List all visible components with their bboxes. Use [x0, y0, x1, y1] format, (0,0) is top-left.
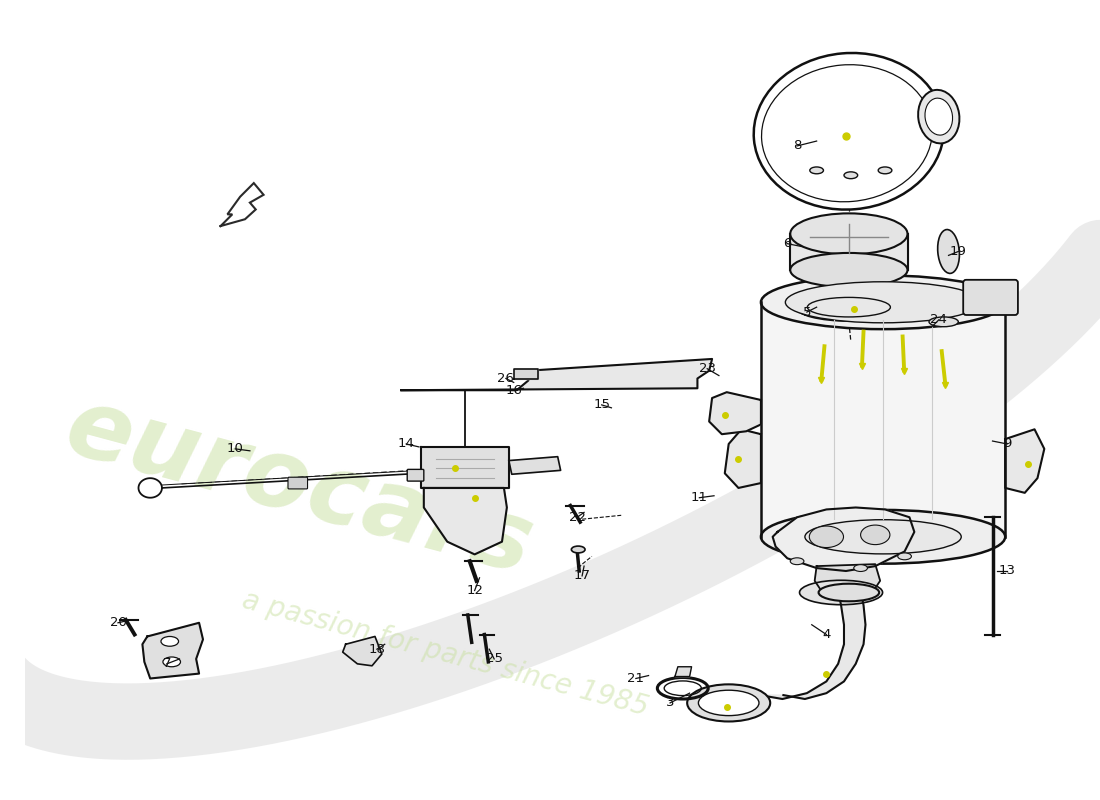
Polygon shape: [221, 183, 264, 226]
Text: eurocars: eurocars: [55, 381, 542, 595]
Polygon shape: [402, 359, 712, 390]
Ellipse shape: [925, 98, 953, 135]
Ellipse shape: [810, 526, 844, 547]
Ellipse shape: [796, 294, 902, 321]
Ellipse shape: [790, 558, 804, 565]
Text: 7: 7: [163, 658, 172, 670]
Polygon shape: [761, 302, 1005, 537]
Polygon shape: [790, 234, 908, 270]
Text: 24: 24: [931, 314, 947, 326]
Text: 11: 11: [691, 491, 708, 504]
Polygon shape: [142, 622, 204, 678]
Text: 8: 8: [793, 139, 801, 153]
FancyBboxPatch shape: [964, 280, 1018, 315]
Text: 3: 3: [666, 697, 674, 710]
Text: a passion for parts since 1985: a passion for parts since 1985: [239, 586, 651, 722]
Text: 21: 21: [627, 672, 645, 685]
Polygon shape: [1005, 430, 1044, 493]
Text: 25: 25: [486, 653, 503, 666]
Ellipse shape: [161, 637, 178, 646]
Ellipse shape: [754, 53, 944, 210]
Polygon shape: [725, 430, 761, 488]
Ellipse shape: [761, 275, 1005, 329]
Text: 4: 4: [822, 628, 830, 641]
Text: 15: 15: [593, 398, 611, 411]
Ellipse shape: [937, 230, 959, 274]
Ellipse shape: [818, 584, 879, 602]
Text: 26: 26: [497, 372, 515, 385]
Text: 17: 17: [573, 570, 591, 582]
Ellipse shape: [844, 172, 858, 178]
Text: 20: 20: [110, 616, 126, 630]
Polygon shape: [421, 447, 509, 488]
Polygon shape: [509, 457, 561, 474]
FancyBboxPatch shape: [288, 477, 308, 489]
Ellipse shape: [807, 298, 890, 317]
Text: 6: 6: [783, 237, 792, 250]
Text: 5: 5: [803, 306, 811, 318]
Ellipse shape: [698, 690, 759, 716]
Text: 23: 23: [698, 362, 716, 375]
Polygon shape: [424, 488, 507, 554]
Ellipse shape: [790, 253, 908, 287]
Text: 13: 13: [999, 565, 1015, 578]
Ellipse shape: [860, 525, 890, 545]
Ellipse shape: [790, 214, 908, 254]
Text: 12: 12: [466, 584, 483, 597]
Polygon shape: [815, 564, 880, 600]
Text: 14: 14: [398, 438, 415, 450]
Polygon shape: [772, 507, 914, 571]
Ellipse shape: [898, 553, 912, 560]
Ellipse shape: [854, 565, 868, 571]
Polygon shape: [343, 637, 382, 666]
Ellipse shape: [918, 90, 959, 143]
Ellipse shape: [878, 167, 892, 174]
Ellipse shape: [163, 657, 180, 666]
Polygon shape: [675, 666, 692, 677]
Ellipse shape: [785, 282, 981, 323]
Ellipse shape: [805, 520, 961, 554]
Text: 19: 19: [950, 245, 967, 258]
Ellipse shape: [800, 580, 882, 605]
Polygon shape: [710, 392, 761, 434]
Polygon shape: [514, 369, 538, 378]
Text: 18: 18: [368, 642, 385, 656]
Ellipse shape: [761, 510, 1005, 564]
FancyBboxPatch shape: [407, 470, 424, 481]
Ellipse shape: [930, 317, 958, 326]
Text: 9: 9: [1003, 438, 1011, 450]
Polygon shape: [760, 590, 866, 699]
Ellipse shape: [571, 546, 585, 553]
Text: 10: 10: [227, 442, 244, 455]
Ellipse shape: [810, 167, 824, 174]
Text: 22: 22: [569, 510, 585, 524]
Ellipse shape: [688, 684, 770, 722]
Text: 16: 16: [505, 384, 522, 397]
